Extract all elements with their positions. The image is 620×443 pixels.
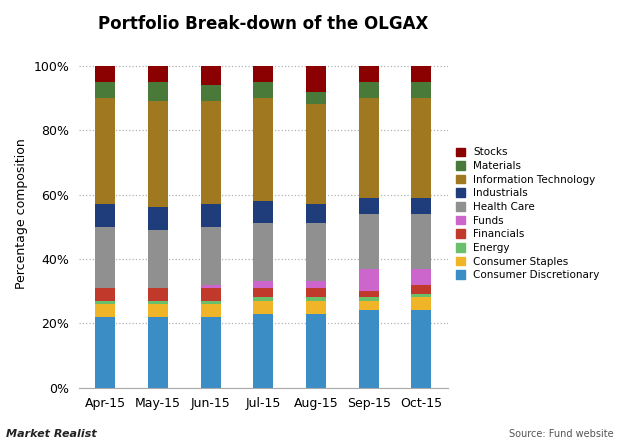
Bar xyxy=(412,98,432,198)
Bar xyxy=(148,301,168,304)
Bar xyxy=(359,98,379,198)
Title: Portfolio Break-down of the OLGAX: Portfolio Break-down of the OLGAX xyxy=(99,15,428,33)
Bar xyxy=(201,301,221,304)
Bar xyxy=(148,66,168,82)
Bar xyxy=(148,288,168,301)
Bar xyxy=(95,304,115,317)
Bar xyxy=(359,214,379,268)
Bar xyxy=(254,98,273,201)
Bar xyxy=(254,314,273,388)
Bar xyxy=(254,82,273,98)
Bar xyxy=(412,82,432,98)
Bar xyxy=(412,294,432,298)
Bar xyxy=(95,204,115,227)
Bar xyxy=(201,85,221,101)
Bar xyxy=(95,98,115,204)
Bar xyxy=(201,66,221,85)
Bar xyxy=(306,92,326,105)
Bar xyxy=(148,230,168,288)
Bar xyxy=(148,101,168,207)
Bar xyxy=(254,288,273,298)
Bar xyxy=(359,198,379,214)
Bar xyxy=(254,281,273,288)
Bar xyxy=(359,311,379,388)
Bar xyxy=(412,214,432,268)
Bar xyxy=(359,301,379,311)
Legend: Stocks, Materials, Information Technology, Industrials, Health Care, Funds, Fina: Stocks, Materials, Information Technolog… xyxy=(451,143,604,284)
Bar xyxy=(148,304,168,317)
Bar xyxy=(412,284,432,294)
Bar xyxy=(306,288,326,298)
Bar xyxy=(254,301,273,314)
Bar xyxy=(201,317,221,388)
Bar xyxy=(95,288,115,301)
Bar xyxy=(359,66,379,82)
Bar xyxy=(201,284,221,288)
Bar xyxy=(412,298,432,311)
Bar xyxy=(412,268,432,284)
Bar xyxy=(95,227,115,288)
Bar xyxy=(95,66,115,82)
Bar xyxy=(95,82,115,98)
Bar xyxy=(359,268,379,291)
Bar xyxy=(359,298,379,301)
Text: Market Realist: Market Realist xyxy=(6,428,97,439)
Bar xyxy=(254,201,273,223)
Bar xyxy=(412,311,432,388)
Bar xyxy=(254,223,273,281)
Bar xyxy=(306,298,326,301)
Text: Source: Fund website: Source: Fund website xyxy=(509,428,614,439)
Bar xyxy=(412,66,432,82)
Bar xyxy=(254,298,273,301)
Y-axis label: Percentage composition: Percentage composition xyxy=(15,139,28,289)
Bar xyxy=(306,301,326,314)
Bar xyxy=(254,66,273,82)
Bar xyxy=(412,198,432,214)
Bar xyxy=(201,288,221,301)
Bar xyxy=(201,101,221,204)
Bar xyxy=(148,317,168,388)
Bar xyxy=(306,105,326,204)
Bar xyxy=(306,66,326,92)
Bar xyxy=(201,304,221,317)
Bar xyxy=(95,301,115,304)
Bar xyxy=(95,317,115,388)
Bar xyxy=(359,291,379,298)
Bar xyxy=(306,223,326,281)
Bar xyxy=(201,204,221,227)
Bar xyxy=(306,204,326,223)
Bar xyxy=(306,314,326,388)
Bar xyxy=(148,82,168,101)
Bar xyxy=(148,207,168,230)
Bar xyxy=(359,82,379,98)
Bar xyxy=(201,227,221,284)
Bar xyxy=(306,281,326,288)
